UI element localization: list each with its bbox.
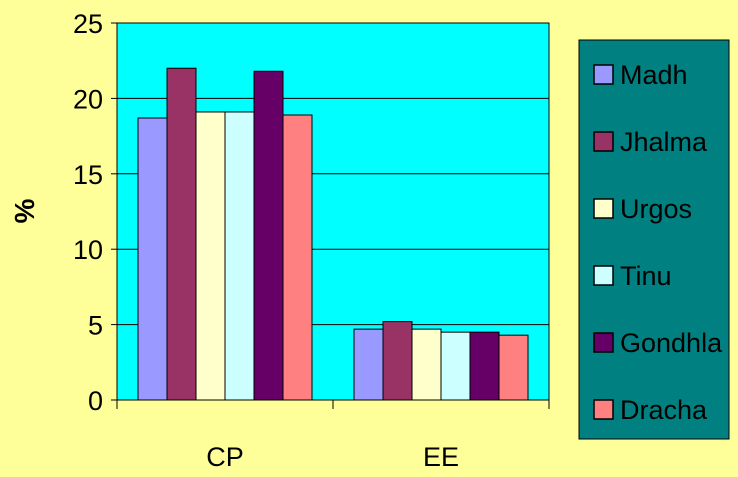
y-tick-label: 10 <box>73 235 103 265</box>
y-tick-label: 20 <box>73 84 103 114</box>
bar-gondhla-cp <box>253 70 284 401</box>
bar-madh-cp <box>137 117 168 401</box>
legend-label: Tinu <box>620 261 672 291</box>
legend-swatch <box>593 131 614 152</box>
bar-dracha-ee <box>498 334 529 401</box>
axes: 0 5 10 15 20 25 CP EE <box>73 9 550 472</box>
legend-label: Jhalma <box>620 127 708 157</box>
x-tick-label: CP <box>206 442 244 472</box>
legend-label: Dracha <box>620 395 708 425</box>
y-tick-label: 15 <box>73 160 103 190</box>
x-tick-label: EE <box>423 442 459 472</box>
bar-jhalma-ee <box>382 321 413 401</box>
legend-swatch <box>593 265 614 286</box>
y-tick-label: 0 <box>88 386 103 416</box>
bar-madh-ee <box>353 328 384 401</box>
bar-urgos-ee <box>411 328 442 401</box>
legend-label: Madh <box>620 60 688 90</box>
bar-tinu-ee <box>440 331 471 401</box>
bar-dracha-cp <box>282 114 313 401</box>
bar-tinu-cp <box>224 111 255 401</box>
legend-box <box>578 39 730 440</box>
y-tick-label: 25 <box>73 9 103 39</box>
legend-label: Gondhla <box>620 328 723 358</box>
bar-jhalma-cp <box>166 67 197 401</box>
legend-swatch <box>593 332 614 353</box>
bar-gondhla-ee <box>469 331 500 401</box>
bar-urgos-cp <box>195 111 226 401</box>
legend-swatch <box>593 198 614 219</box>
legend: Madh Jhalma Urgos Tinu Gondhla Dracha <box>578 39 730 440</box>
y-axis-label: % <box>9 198 40 223</box>
legend-swatch <box>593 399 614 420</box>
bars <box>137 67 529 401</box>
legend-swatch <box>593 64 614 85</box>
y-tick-label: 5 <box>88 311 103 341</box>
legend-label: Urgos <box>620 194 692 224</box>
